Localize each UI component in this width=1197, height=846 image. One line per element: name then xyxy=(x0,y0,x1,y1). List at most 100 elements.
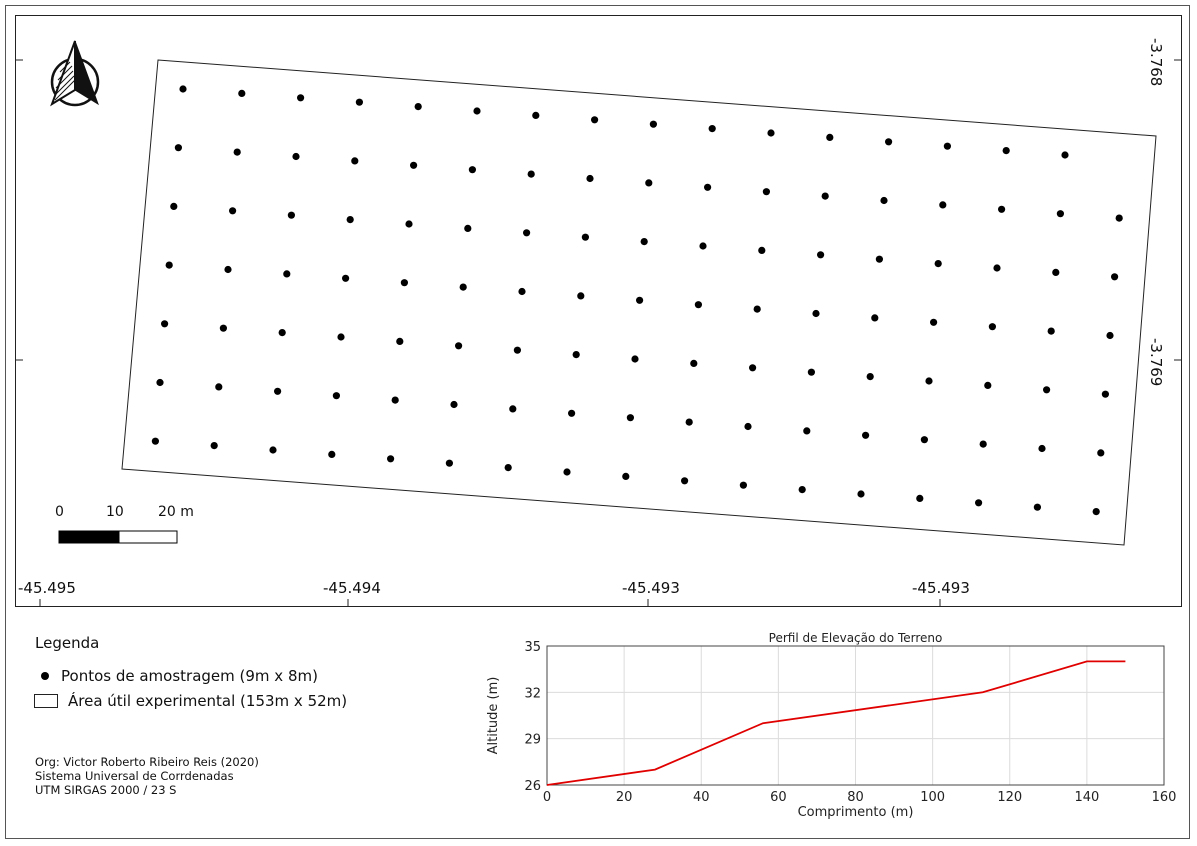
sampling-point xyxy=(880,196,888,205)
sampling-point xyxy=(414,103,422,111)
sampling-point xyxy=(1061,151,1069,159)
latitude-label: -3.768 xyxy=(1147,38,1165,87)
sampling-point xyxy=(445,459,453,467)
sampling-point xyxy=(930,318,938,326)
sampling-point xyxy=(803,427,811,435)
sampling-point xyxy=(532,111,540,119)
credits-line: Org: Victor Roberto Ribeiro Reis (2020) xyxy=(35,755,259,769)
dot-icon xyxy=(41,672,49,680)
sampling-point xyxy=(297,94,305,102)
sampling-point xyxy=(798,486,806,494)
sampling-point xyxy=(920,436,929,444)
sampling-point xyxy=(450,400,458,409)
x-tick-label: 120 xyxy=(997,790,1022,805)
experimental-area xyxy=(121,59,1157,546)
latitude-label: -3.769 xyxy=(1147,338,1165,387)
sampling-point xyxy=(342,274,350,282)
legend-item-points: Pontos de amostragem (9m x 8m) xyxy=(34,667,318,685)
sampling-point xyxy=(694,301,703,309)
sampling-point xyxy=(351,157,359,165)
x-tick-label: 0 xyxy=(543,790,551,805)
sampling-point xyxy=(708,125,716,133)
sampling-point xyxy=(636,296,644,304)
sampling-point xyxy=(346,216,354,224)
sampling-point xyxy=(455,342,463,350)
sampling-point xyxy=(984,381,992,389)
sampling-point xyxy=(504,464,512,472)
x-axis-label: Comprimento (m) xyxy=(798,805,914,820)
sampling-point xyxy=(1115,214,1123,222)
sampling-point xyxy=(1106,331,1114,340)
longitude-label: -45.493 xyxy=(912,579,970,597)
sampling-point xyxy=(170,202,178,210)
sampling-point xyxy=(1111,273,1119,281)
sampling-point xyxy=(337,333,345,341)
sampling-point xyxy=(645,179,653,187)
sampling-point xyxy=(577,292,585,300)
sampling-point xyxy=(174,144,182,152)
sampling-point xyxy=(513,346,522,354)
sampling-point xyxy=(975,499,983,507)
sampling-point xyxy=(219,324,227,332)
y-tick-label: 26 xyxy=(524,779,541,794)
sampling-point xyxy=(387,455,395,463)
legend-label: Pontos de amostragem (9m x 8m) xyxy=(61,667,318,685)
sampling-point xyxy=(979,440,987,448)
y-tick-label: 32 xyxy=(524,686,541,701)
sampling-point xyxy=(179,85,187,93)
sampling-point xyxy=(591,116,599,124)
legend-label: Área útil experimental (153m x 52m) xyxy=(68,692,348,710)
sampling-point xyxy=(758,246,766,254)
sampling-point xyxy=(568,409,576,417)
sampling-point xyxy=(749,364,757,372)
sampling-point xyxy=(699,242,707,250)
sampling-point xyxy=(690,359,698,367)
legend-item-area: Área útil experimental (153m x 52m) xyxy=(34,692,347,710)
sampling-point xyxy=(1002,147,1010,155)
elevation-profile-chart: 0 20 40 60 80 100 120 140 160 26 29 32 35 Perfil de E… xyxy=(486,631,1176,820)
page-frame xyxy=(5,5,1190,839)
y-tick-label: 29 xyxy=(524,733,541,748)
sampling-point xyxy=(1052,268,1060,276)
x-tick-label: 140 xyxy=(1074,790,1099,805)
sampling-point xyxy=(224,265,232,274)
sampling-point xyxy=(473,107,481,115)
x-tick-label: 100 xyxy=(920,790,945,805)
sampling-point xyxy=(1047,327,1055,335)
y-tick-label: 35 xyxy=(524,640,541,655)
sampling-point xyxy=(739,481,748,489)
sampling-point xyxy=(622,472,630,480)
sampling-point xyxy=(857,490,865,498)
longitude-label: -45.493 xyxy=(622,579,680,597)
sampling-point xyxy=(215,383,223,391)
sampling-point xyxy=(1038,444,1046,453)
sampling-point xyxy=(685,418,693,426)
sampling-point xyxy=(468,166,476,174)
sampling-point xyxy=(862,431,870,439)
sampling-point xyxy=(165,261,173,269)
sampling-point xyxy=(631,355,639,363)
sampling-point xyxy=(563,468,571,476)
scale-label: 20 m xyxy=(158,504,194,520)
sampling-point xyxy=(518,287,526,296)
sampling-point xyxy=(626,414,635,422)
longitude-label: -45.495 xyxy=(18,579,76,597)
sampling-point xyxy=(464,224,472,232)
sampling-point xyxy=(1056,210,1064,218)
sampling-point xyxy=(998,205,1006,213)
sampling-point xyxy=(229,207,237,215)
sampling-point xyxy=(704,183,712,191)
sampling-point xyxy=(916,494,924,502)
y-axis-label: Altitude (m) xyxy=(486,677,501,755)
longitude-label: -45.494 xyxy=(323,579,381,597)
sampling-point xyxy=(1033,503,1041,511)
sampling-point xyxy=(400,279,408,287)
map-ticks xyxy=(15,59,1182,607)
sampling-point xyxy=(161,320,169,328)
sampling-point xyxy=(817,251,825,259)
sampling-point xyxy=(278,329,286,337)
sampling-point xyxy=(586,174,594,183)
sampling-point xyxy=(681,477,689,485)
map-frame xyxy=(15,15,1182,607)
